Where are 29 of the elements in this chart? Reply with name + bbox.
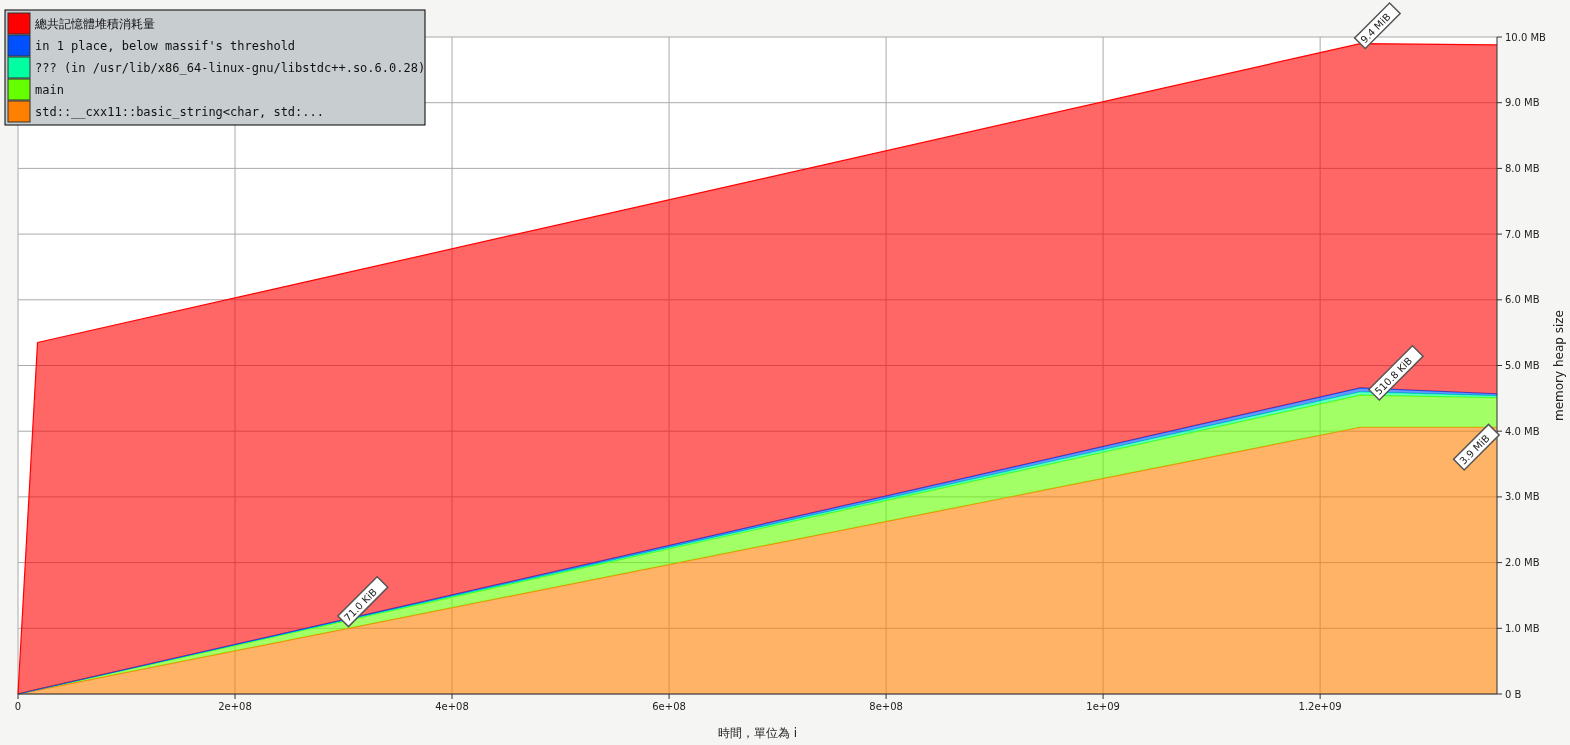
legend-label: 總共記憶體堆積消耗量 — [34, 17, 155, 31]
y-tick-label: 9.0 MB — [1505, 97, 1540, 109]
x-tick-label: 8e+08 — [869, 701, 903, 712]
x-axis-title: 時間，單位為 i — [717, 726, 798, 740]
x-tick-label: 4e+08 — [435, 701, 469, 712]
y-tick-label: 7.0 MB — [1505, 228, 1540, 240]
annotation: 3.9 MiB — [1457, 432, 1492, 467]
y-tick-label: 8.0 MB — [1505, 162, 1540, 174]
y-axis-title: memory heap size — [1552, 310, 1566, 421]
legend-label: std::__cxx11::basic_string<char, std:... — [35, 105, 324, 119]
annotation: 9.4 MiB — [1353, 1, 1402, 50]
y-tick-label: 4.0 MB — [1505, 425, 1540, 437]
legend-label: main — [35, 83, 64, 97]
x-tick-label: 1.2e+09 — [1298, 701, 1342, 712]
x-tick-label: 2e+08 — [218, 701, 252, 712]
annotation: 9.4 MiB — [1358, 11, 1393, 46]
y-tick-label: 6.0 MB — [1505, 294, 1540, 306]
legend-label: ??? (in /usr/lib/x86_64-linux-gnu/libstdc++.so.6.0.28) — [35, 61, 426, 75]
x-tick-label: 1e+09 — [1086, 701, 1120, 712]
x-tick-label: 6e+08 — [652, 701, 686, 712]
legend-label: in 1 place, below massif's threshold — [35, 39, 296, 53]
annotation: 3.9 MiB — [1452, 423, 1501, 472]
y-tick-label: 1.0 MB — [1505, 622, 1540, 634]
y-tick-label: 5.0 MB — [1505, 360, 1540, 371]
y-tick-label: 3.0 MB — [1505, 491, 1540, 503]
y-tick-label: 2.0 MB — [1505, 557, 1540, 569]
x-tick-label: 0 — [14, 701, 22, 712]
y-tick-label: 0 B — [1505, 688, 1522, 700]
y-tick-label: 10.0 MB — [1505, 31, 1547, 43]
